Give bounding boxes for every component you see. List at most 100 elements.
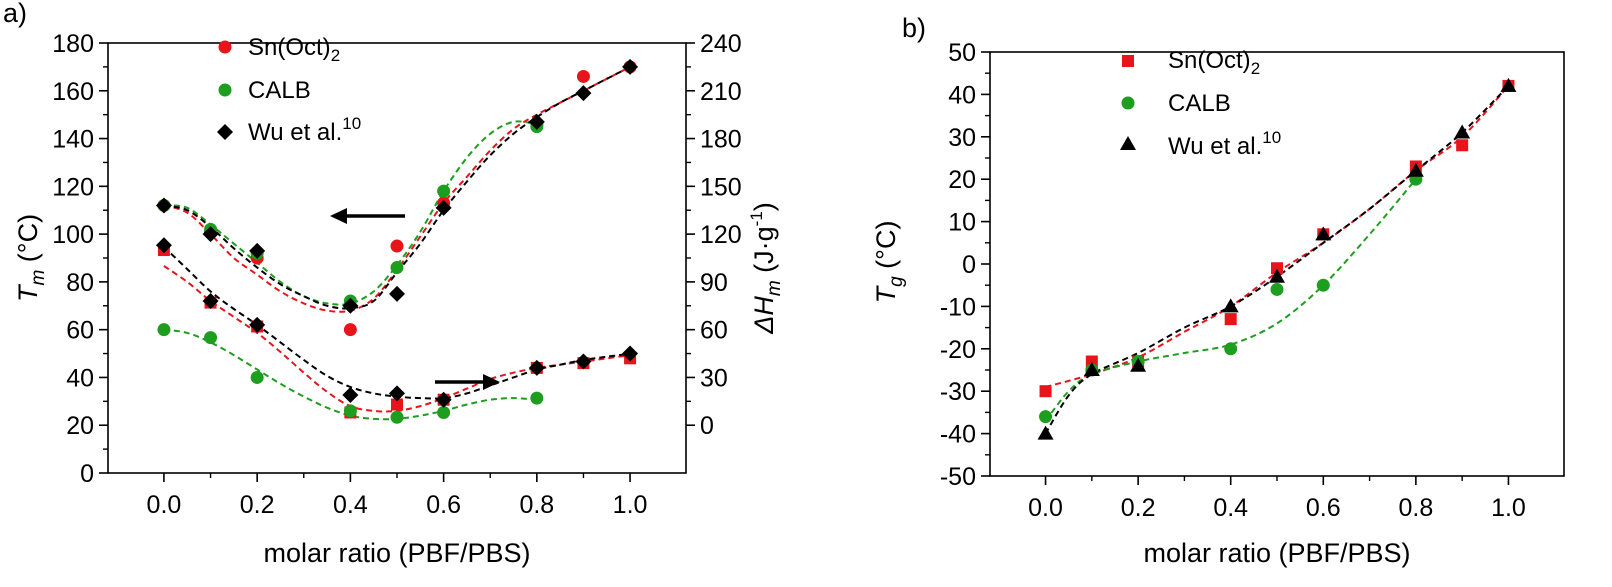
- b-series-0-point: [1039, 385, 1052, 398]
- b-x-tick-label: 0.4: [1213, 494, 1248, 522]
- b-series-2-point: [1407, 162, 1424, 177]
- legend-entry-calb-b: CALB: [1121, 90, 1231, 117]
- a-x-tick-label: 0.4: [333, 491, 368, 519]
- a-series-0-point: [390, 239, 404, 253]
- a-series-3-point: [391, 398, 403, 411]
- b-series-0-point: [1271, 262, 1283, 275]
- a-series-4-point: [390, 410, 404, 424]
- panel-b-data-points: [1037, 77, 1517, 440]
- panel-b-y-axis-title: Tg (°C): [871, 221, 907, 304]
- a-y2-tick-label: 240: [700, 30, 742, 58]
- a-y-tick-label: 40: [66, 364, 94, 392]
- b-series-2-point: [1500, 77, 1517, 92]
- legend-entry-snoct2-b: Sn(Oct)2: [1122, 47, 1260, 78]
- panel-a-label: a): [3, 0, 27, 28]
- a-x-tick-label: 0.0: [147, 491, 182, 519]
- legend-marker-snoct2: [218, 40, 232, 54]
- legend-entry-wu-b: Wu et al.10: [1120, 128, 1281, 160]
- a-series-4-point: [343, 404, 357, 418]
- legend-marker-wu: [217, 124, 233, 140]
- b-x-tick-label: 0.0: [1028, 494, 1063, 522]
- panel-a-legend: Sn(Oct)2 CALB Wu et al.10: [217, 34, 361, 146]
- b-y-tick-label: 10: [948, 209, 976, 237]
- b-y-tick-label: 40: [948, 81, 976, 109]
- a-y-tick-label: 120: [52, 173, 94, 201]
- a-series-5-point: [528, 359, 545, 376]
- a-y2-tick-label: 30: [700, 364, 728, 392]
- legend-marker-calb-b: [1121, 96, 1135, 110]
- a-y2-tick-label: 60: [700, 317, 728, 345]
- panel-a-ticks: 0.0 0.2 0.4 0.6 0.8 1.0 0 20 40 60 80 100 120 140 160 1…: [52, 30, 741, 519]
- a-series-1-point: [437, 184, 451, 198]
- panel-a-data-points: [155, 58, 639, 424]
- b-y-tick-label: 50: [948, 39, 976, 67]
- a-series-5-point: [249, 316, 266, 333]
- b-series-0-point: [1224, 313, 1237, 326]
- panel-a-x-axis-title: molar ratio (PBF/PBS): [263, 538, 530, 568]
- legend-label-wu: Wu et al.10: [248, 114, 361, 146]
- a-series-5-point: [342, 386, 359, 403]
- a-y-tick-label: 160: [52, 78, 94, 106]
- a-series-5-point: [155, 237, 172, 254]
- b-series-2-point: [1315, 226, 1332, 241]
- b-y-tick-label: -20: [940, 336, 976, 364]
- b-fit-curve-1: [1044, 178, 1417, 422]
- a-series-4-point: [204, 331, 218, 345]
- a-series-2-point: [622, 58, 639, 75]
- b-x-tick-label: 0.8: [1398, 494, 1433, 522]
- a-y2-tick-label: 150: [700, 173, 742, 201]
- a-fit-curve-0: [163, 66, 631, 313]
- a-y2-tick-label: 120: [700, 221, 742, 249]
- a-y-tick-label: 140: [52, 126, 94, 154]
- a-y-tick-label: 60: [66, 317, 94, 345]
- a-series-4-point: [530, 391, 544, 405]
- a-x-tick-label: 0.2: [240, 491, 275, 519]
- b-x-tick-label: 0.2: [1121, 494, 1156, 522]
- a-y-tick-label: 100: [52, 221, 94, 249]
- b-y-tick-label: -40: [940, 421, 976, 449]
- panel-a-y-axis-title: Tm (°C): [13, 214, 49, 302]
- a-series-5-point: [202, 293, 219, 309]
- b-series-2-point: [1454, 124, 1471, 139]
- a-y-tick-label: 180: [52, 30, 94, 58]
- b-series-1-point: [1270, 282, 1284, 296]
- b-y-tick-label: 0: [962, 251, 976, 279]
- a-y-tick-label: 80: [66, 269, 94, 297]
- b-series-1-point: [1039, 410, 1053, 424]
- b-y-tick-label: 20: [948, 166, 976, 194]
- b-y-tick-label: -50: [940, 463, 976, 491]
- a-y2-tick-label: 180: [700, 126, 742, 154]
- b-series-2-point: [1130, 357, 1147, 372]
- a-series-5-point: [622, 345, 639, 362]
- tm-axis-arrow: [330, 208, 405, 224]
- a-series-5-point: [389, 385, 405, 402]
- a-series-1-point: [390, 261, 404, 275]
- a-series-4-point: [157, 323, 171, 337]
- a-series-4-point: [437, 405, 451, 419]
- a-series-0-point: [576, 69, 590, 83]
- b-series-0-point: [1456, 139, 1469, 152]
- a-series-0-point: [343, 323, 357, 337]
- panel-b: b) 0.0 0.2 0.4 0.6 0.8 1.0 -50 -40 -30 -20 -10 0 10 2…: [871, 13, 1565, 568]
- a-y2-tick-label: 210: [700, 78, 742, 106]
- b-x-tick-label: 1.0: [1491, 494, 1526, 522]
- a-fit-curve-4: [163, 328, 537, 421]
- legend-label-calb-b: CALB: [1168, 90, 1231, 117]
- a-series-4-point: [250, 370, 264, 384]
- a-series-2-point: [342, 297, 359, 314]
- b-y-tick-label: 30: [948, 124, 976, 152]
- legend-label-snoct2-b: Sn(Oct)2: [1168, 47, 1260, 78]
- a-series-2-point: [202, 226, 219, 243]
- a-fit-curve-1: [163, 120, 537, 306]
- legend-marker-calb: [218, 83, 232, 97]
- legend-label-snoct2: Sn(Oct)2: [248, 34, 340, 65]
- b-y-tick-label: -30: [940, 378, 976, 406]
- panel-b-x-axis-title: molar ratio (PBF/PBS): [1143, 538, 1410, 568]
- a-y2-tick-label: 0: [700, 412, 714, 440]
- legend-label-calb: CALB: [248, 77, 311, 104]
- legend-label-wu-b: Wu et al.10: [1168, 128, 1281, 160]
- a-y-tick-label: 20: [66, 412, 94, 440]
- a-series-2-point: [435, 199, 452, 216]
- a-series-5-point: [435, 391, 452, 408]
